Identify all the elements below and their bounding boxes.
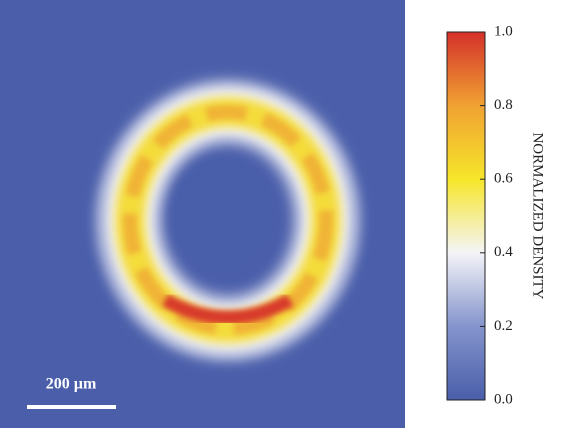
density-image: 200 µm (0, 0, 405, 428)
ring-peaks (123, 105, 333, 335)
colorbar-tick-label: 0.8 (494, 97, 513, 113)
scale-bar-label: 200 µm (46, 376, 97, 393)
ring-max (161, 293, 294, 325)
colorbar-tick-label: 0.2 (494, 318, 513, 334)
colorbar-tick-label: 0.0 (494, 391, 513, 407)
colorbar-tick-label: 0.6 (494, 171, 513, 187)
colorbar (446, 31, 486, 401)
colorbar-label: NORMALIZED DENSITY (530, 132, 546, 299)
colorbar-tick-label: 0.4 (494, 244, 513, 260)
colorbar-tick-label: 1.0 (494, 23, 513, 39)
ring-hole (170, 157, 274, 273)
